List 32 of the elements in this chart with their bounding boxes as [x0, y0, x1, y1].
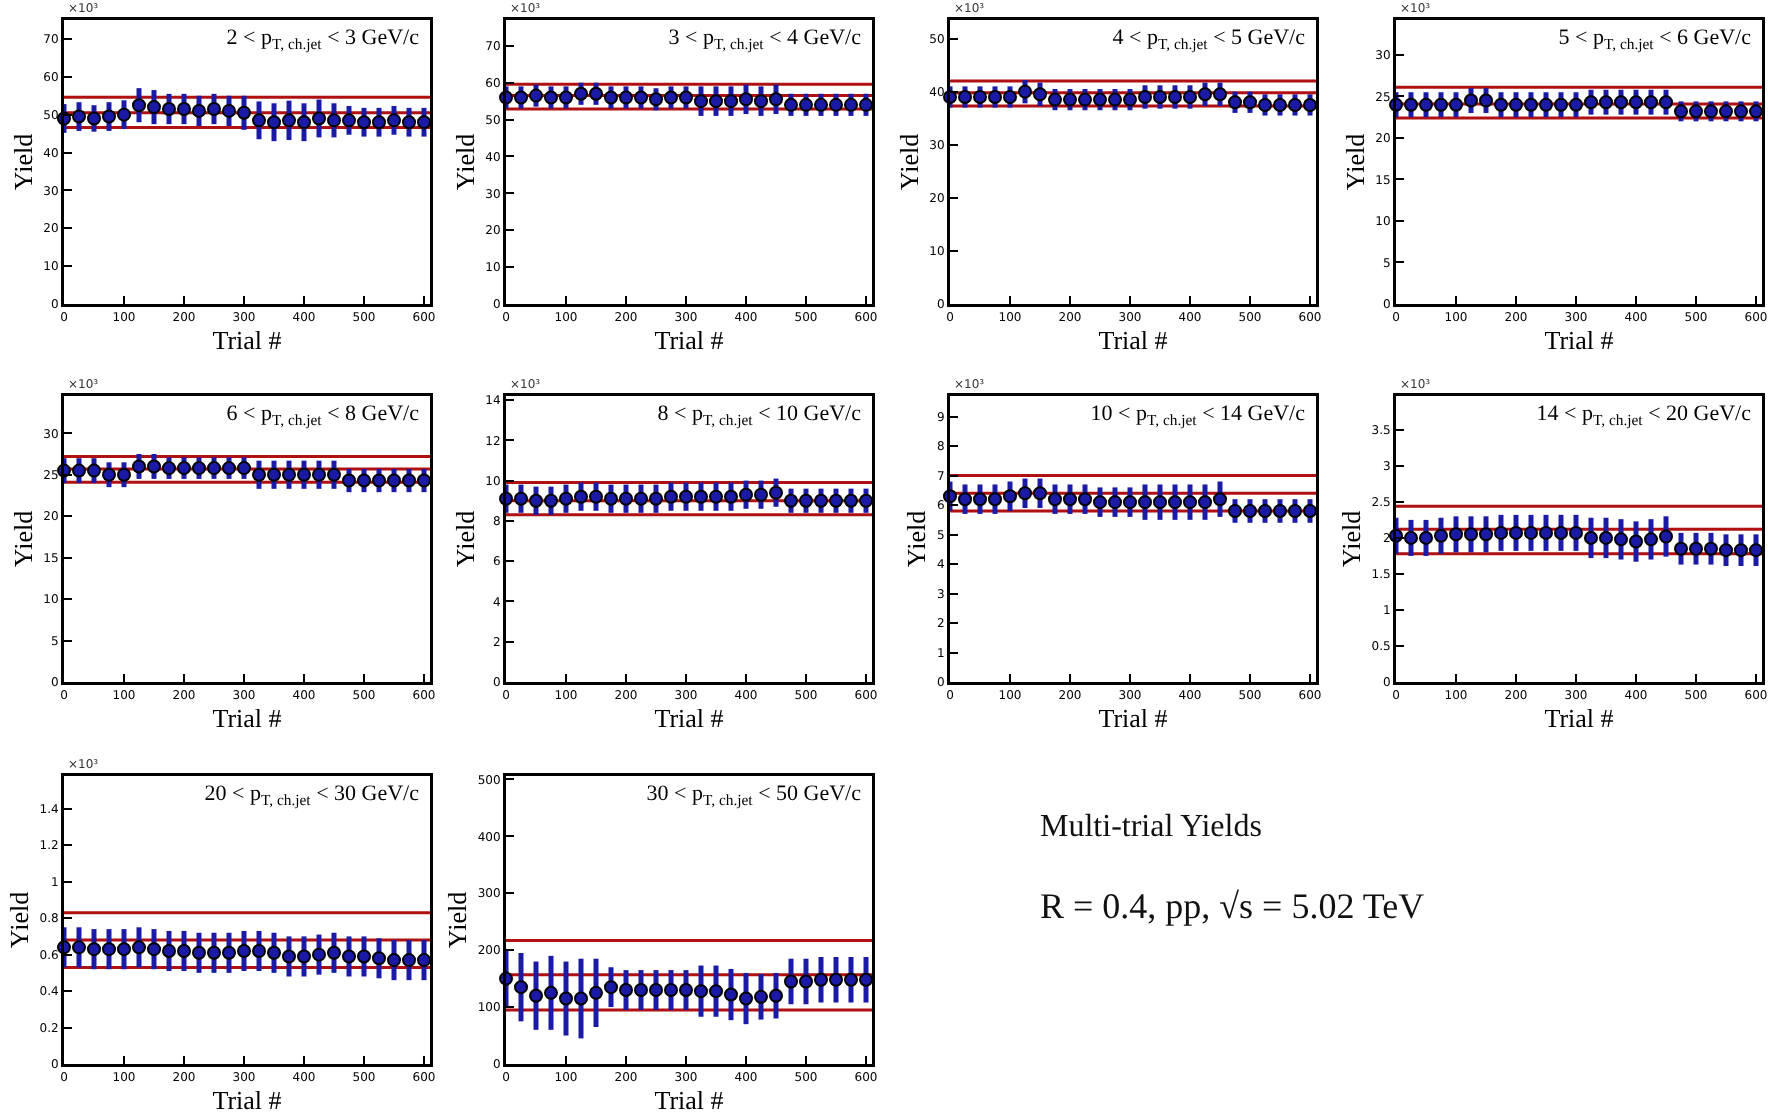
x-axis-title: Trial # [212, 703, 283, 734]
y-axis-title: Yield [893, 132, 924, 191]
y-axis-title: Yield [442, 890, 473, 949]
chart-title: 3 < p$_{T, ch.jet}$ < 4 GeV/c [668, 25, 862, 53]
chart-title: 5 < p$_{T, ch.jet}$ < 6 GeV/c [1558, 25, 1752, 53]
y-axis-title: Yield [7, 509, 38, 568]
y-axis-title: Yield [901, 509, 932, 568]
chart-title: 2 < p$_{T, ch.jet}$ < 3 GeV/c [226, 25, 420, 53]
chart-title: 14 < p$_{T, ch.jet}$ < 20 GeV/c [1536, 401, 1752, 429]
x-axis-title: Trial # [654, 325, 725, 356]
chart-title: 30 < p$_{T, ch.jet}$ < 50 GeV/c [646, 782, 862, 809]
text: Multi-trial Yields [1040, 810, 1264, 846]
x-axis-title: Trial # [1098, 703, 1169, 734]
x-axis-title: Trial # [654, 703, 725, 734]
chart-title: 20 < p$_{T, ch.jet}$ < 30 GeV/c [204, 782, 420, 809]
chart-title: 6 < p$_{T, ch.jet}$ < 8 GeV/c [226, 401, 420, 429]
y-axis-title: Yield [3, 890, 34, 949]
chart-title: 8 < p$_{T, ch.jet}$ < 10 GeV/c [657, 401, 862, 429]
x-axis-title: Trial # [212, 325, 283, 356]
x-axis-title: Trial # [1544, 703, 1615, 734]
y-axis-title: Yield [449, 509, 480, 568]
y-axis-title: Yield [1335, 509, 1366, 568]
y-axis-title: Yield [7, 132, 38, 191]
x-axis-title: Trial # [1098, 325, 1169, 356]
y-axis-title: Yield [449, 132, 480, 191]
x-axis-title: Trial # [1544, 325, 1615, 356]
x-axis-title: Trial # [654, 1085, 725, 1114]
x-axis-title: Trial # [212, 1085, 283, 1114]
y-axis-title: Yield [1339, 132, 1370, 191]
chart-title: 10 < p$_{T, ch.jet}$ < 14 GeV/c [1090, 401, 1306, 429]
chart-title: 4 < p$_{T, ch.jet}$ < 5 GeV/c [1112, 25, 1306, 53]
text: R = 0.4, pp, √s = 5.02 TeV [1040, 886, 1427, 928]
